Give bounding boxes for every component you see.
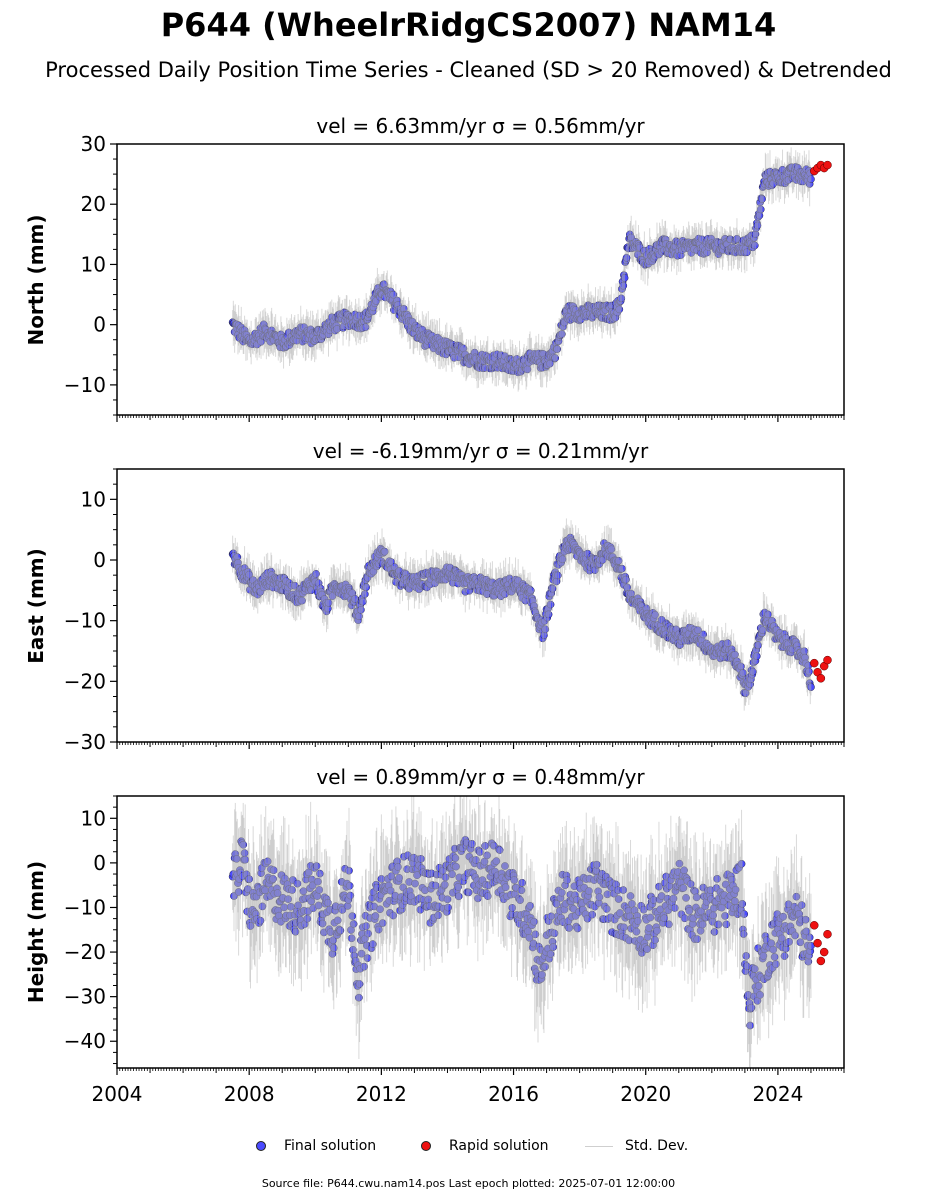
- east-ytick-label: 0: [93, 548, 106, 572]
- north-ytick-label: 10: [81, 252, 106, 276]
- north-rapid-series: [810, 160, 832, 176]
- north-ytick-label: 20: [81, 192, 106, 216]
- east-ytick-label: −10: [64, 609, 106, 633]
- east-panel-title: vel = -6.19mm/yr σ = 0.21mm/yr: [312, 439, 649, 463]
- north-panel-title: vel = 6.63mm/yr σ = 0.56mm/yr: [316, 114, 645, 138]
- north-stddev-bars: [232, 147, 812, 392]
- north-rapid-point: [823, 160, 832, 170]
- east-stddev-bars: [232, 518, 812, 711]
- north-ytick-label: −10: [64, 373, 106, 397]
- east-ytick-label: 10: [81, 487, 106, 511]
- east-rapid-series: [810, 655, 832, 683]
- north-ytick-label: 30: [81, 132, 106, 156]
- east-ytick-label: −20: [64, 669, 106, 693]
- north-final-point: [389, 290, 398, 299]
- height-panel-title: vel = 0.89mm/yr σ = 0.48mm/yr: [316, 765, 645, 789]
- east-rapid-point: [816, 674, 826, 683]
- east-rapid-point: [823, 655, 832, 665]
- east-ytick-label: −30: [64, 730, 106, 754]
- height-stddev-bars: [232, 796, 812, 1068]
- east-rapid-point: [810, 658, 819, 668]
- north-final-series: [228, 163, 815, 377]
- east-frame: [116, 468, 845, 743]
- north-ytick-label: 0: [93, 313, 106, 337]
- figure-title: P644 (WheelrRidgCS2007) NAM14: [160, 6, 777, 44]
- figure-subtitle: Processed Daily Position Time Series - C…: [45, 58, 892, 82]
